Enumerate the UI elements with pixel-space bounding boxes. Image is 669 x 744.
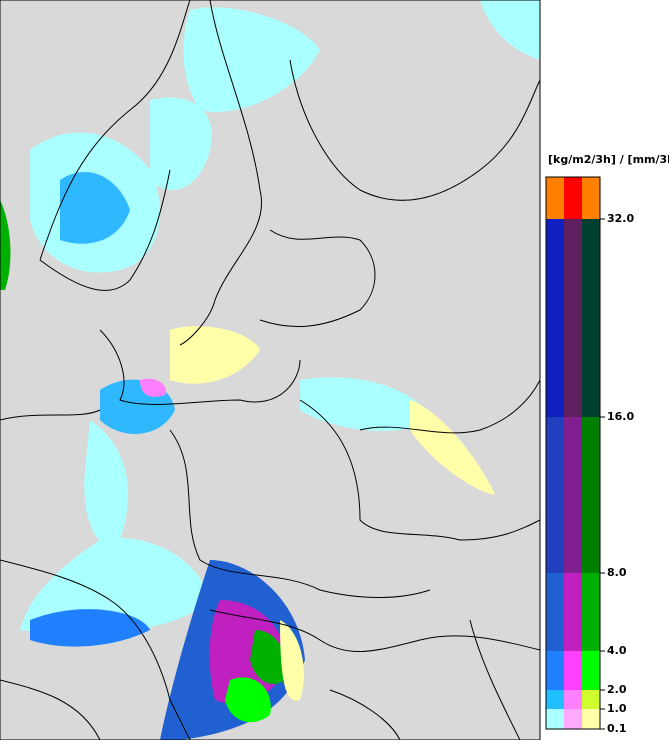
legend-tick-label: 16.0 bbox=[607, 410, 634, 423]
legend-band bbox=[564, 573, 582, 651]
legend-tick-label: 4.0 bbox=[607, 644, 627, 657]
legend-band bbox=[582, 219, 600, 417]
legend-band bbox=[546, 709, 564, 729]
legend-band bbox=[546, 417, 564, 573]
legend-band bbox=[564, 651, 582, 690]
legend-band bbox=[546, 651, 564, 690]
legend-band bbox=[582, 709, 600, 729]
legend-title: [kg/m2/3h] / [mm/3h] bbox=[548, 153, 669, 166]
legend-tick-label: 8.0 bbox=[607, 566, 627, 579]
legend-band bbox=[564, 177, 582, 219]
legend-band bbox=[564, 690, 582, 709]
legend-band bbox=[564, 709, 582, 729]
legend-band bbox=[582, 690, 600, 709]
legend-tick-label: 2.0 bbox=[607, 683, 627, 696]
legend-band bbox=[582, 651, 600, 690]
legend-band bbox=[582, 573, 600, 651]
legend-band bbox=[546, 573, 564, 651]
legend-tick-label: 0.1 bbox=[607, 722, 627, 735]
legend-tick-label: 1.0 bbox=[607, 702, 627, 715]
legend-band bbox=[582, 417, 600, 573]
map bbox=[0, 0, 541, 741]
legend-band bbox=[546, 177, 564, 219]
legend-band bbox=[564, 219, 582, 417]
legend: [kg/m2/3h] / [mm/3h] 0.1 1.0 2.0 4.0 8.0 16.0… bbox=[545, 153, 669, 735]
legend-band bbox=[546, 690, 564, 709]
legend-frame bbox=[545, 176, 601, 730]
legend-band bbox=[546, 219, 564, 417]
legend-band bbox=[564, 417, 582, 573]
legend-tick-label: 32.0 bbox=[607, 212, 634, 225]
legend-band bbox=[582, 177, 600, 219]
